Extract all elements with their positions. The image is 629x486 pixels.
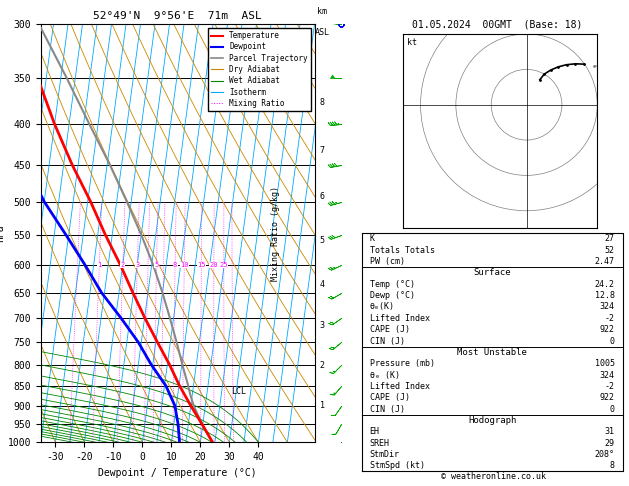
Title: 52°49'N  9°56'E  71m  ASL: 52°49'N 9°56'E 71m ASL bbox=[93, 11, 262, 21]
Text: 15: 15 bbox=[197, 262, 206, 268]
Text: 8: 8 bbox=[610, 461, 615, 470]
Legend: Temperature, Dewpoint, Parcel Trajectory, Dry Adiabat, Wet Adiabat, Isotherm, Mi: Temperature, Dewpoint, Parcel Trajectory… bbox=[208, 28, 311, 111]
Text: θₑ (K): θₑ (K) bbox=[369, 370, 399, 380]
Text: 2: 2 bbox=[121, 262, 125, 268]
Text: -2: -2 bbox=[605, 314, 615, 323]
Text: 2.47: 2.47 bbox=[595, 257, 615, 266]
Text: ASL: ASL bbox=[315, 29, 330, 37]
Text: 922: 922 bbox=[600, 325, 615, 334]
Text: 208°: 208° bbox=[595, 450, 615, 459]
Text: SREH: SREH bbox=[369, 438, 389, 448]
Text: 5: 5 bbox=[320, 237, 325, 245]
Text: 29: 29 bbox=[605, 438, 615, 448]
Text: © weatheronline.co.uk: © weatheronline.co.uk bbox=[442, 472, 546, 481]
Text: StmDir: StmDir bbox=[369, 450, 399, 459]
Text: 8: 8 bbox=[173, 262, 177, 268]
Text: 7: 7 bbox=[320, 146, 325, 155]
Text: Temp (°C): Temp (°C) bbox=[369, 280, 415, 289]
Text: Surface: Surface bbox=[474, 268, 511, 278]
Text: EH: EH bbox=[369, 427, 379, 436]
Text: 1005: 1005 bbox=[595, 359, 615, 368]
Text: 2: 2 bbox=[320, 361, 325, 370]
Text: 1: 1 bbox=[320, 401, 325, 410]
X-axis label: Dewpoint / Temperature (°C): Dewpoint / Temperature (°C) bbox=[98, 468, 257, 478]
Text: CAPE (J): CAPE (J) bbox=[369, 325, 409, 334]
Text: 6: 6 bbox=[320, 191, 325, 201]
Text: 27: 27 bbox=[605, 234, 615, 243]
Text: 3: 3 bbox=[135, 262, 140, 268]
Text: LCL: LCL bbox=[231, 387, 246, 397]
Text: -2: -2 bbox=[605, 382, 615, 391]
Text: 31: 31 bbox=[605, 427, 615, 436]
Text: CAPE (J): CAPE (J) bbox=[369, 393, 409, 402]
Text: 01.05.2024  00GMT  (Base: 18): 01.05.2024 00GMT (Base: 18) bbox=[412, 19, 582, 29]
Text: Mixing Ratio (g/kg): Mixing Ratio (g/kg) bbox=[270, 186, 280, 281]
Text: StmSpd (kt): StmSpd (kt) bbox=[369, 461, 425, 470]
Text: 324: 324 bbox=[600, 302, 615, 312]
Text: Totals Totals: Totals Totals bbox=[369, 246, 435, 255]
Text: 12.8: 12.8 bbox=[595, 291, 615, 300]
Text: 5: 5 bbox=[154, 262, 159, 268]
Text: 922: 922 bbox=[600, 393, 615, 402]
Text: 25: 25 bbox=[220, 262, 228, 268]
Text: Hodograph: Hodograph bbox=[468, 416, 516, 425]
Y-axis label: hPa: hPa bbox=[0, 225, 5, 242]
Text: Lifted Index: Lifted Index bbox=[369, 314, 430, 323]
Text: Lifted Index: Lifted Index bbox=[369, 382, 430, 391]
Text: CIN (J): CIN (J) bbox=[369, 404, 404, 414]
Text: 1: 1 bbox=[97, 262, 101, 268]
Text: 3: 3 bbox=[320, 321, 325, 330]
Text: K: K bbox=[369, 234, 374, 243]
Text: θₑ(K): θₑ(K) bbox=[369, 302, 394, 312]
Text: km: km bbox=[318, 7, 327, 16]
Text: kt: kt bbox=[407, 38, 417, 47]
Text: PW (cm): PW (cm) bbox=[369, 257, 404, 266]
Text: 20: 20 bbox=[209, 262, 218, 268]
Text: Dewp (°C): Dewp (°C) bbox=[369, 291, 415, 300]
Text: 4: 4 bbox=[320, 280, 325, 289]
Text: 10: 10 bbox=[180, 262, 189, 268]
Text: 8: 8 bbox=[320, 98, 325, 107]
Text: 324: 324 bbox=[600, 370, 615, 380]
Text: 0: 0 bbox=[610, 404, 615, 414]
Text: Most Unstable: Most Unstable bbox=[457, 348, 527, 357]
Text: 24.2: 24.2 bbox=[595, 280, 615, 289]
Text: 0: 0 bbox=[610, 336, 615, 346]
Text: 52: 52 bbox=[605, 246, 615, 255]
Text: Pressure (mb): Pressure (mb) bbox=[369, 359, 435, 368]
Text: CIN (J): CIN (J) bbox=[369, 336, 404, 346]
